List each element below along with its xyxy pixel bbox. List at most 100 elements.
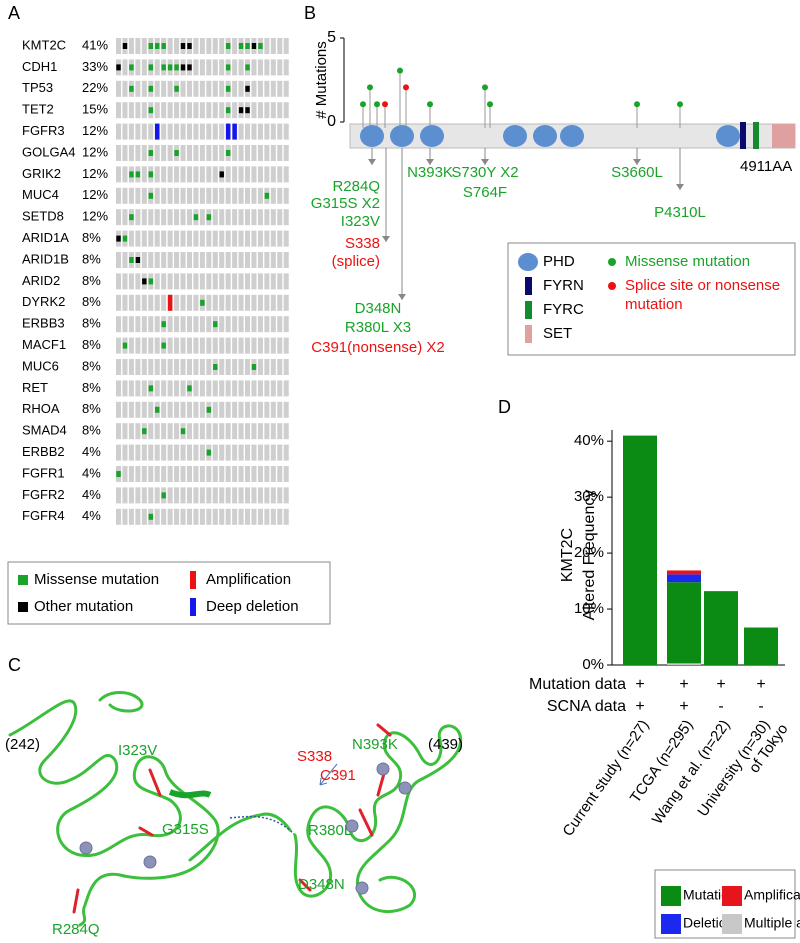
legend-swatch: [18, 575, 28, 585]
sample-cell: [283, 401, 289, 418]
arrow-head: [382, 236, 390, 242]
sample-cell: [270, 444, 276, 461]
phd-domain: [360, 125, 384, 147]
sample-cell: [199, 466, 205, 482]
sample-cell: [212, 508, 218, 525]
sample-cell: [154, 294, 160, 311]
sample-cell: [148, 423, 154, 440]
legend-label: SET: [543, 325, 572, 342]
sample-cell: [206, 380, 212, 397]
y-tick-label: 0: [327, 113, 336, 130]
sample-cell: [167, 187, 173, 204]
sample-cell: [277, 123, 283, 140]
sample-cell: [199, 209, 205, 226]
alteration: [206, 406, 212, 413]
sample-cell: [257, 380, 263, 397]
gene-percent: 12%: [82, 209, 108, 224]
sample-cell: [180, 273, 186, 290]
residue-label: R380L: [308, 822, 352, 839]
alteration: [161, 43, 166, 49]
sample-cell: [206, 80, 212, 97]
sample-cell: [277, 80, 283, 97]
gene-percent: 8%: [82, 273, 101, 288]
gene-percent: 8%: [82, 380, 101, 395]
sample-cell: [232, 252, 238, 268]
sample-cell: [257, 273, 263, 290]
sample-cell: [206, 316, 212, 333]
sample-cell: [141, 38, 147, 54]
sample-cell: [277, 273, 283, 290]
sample-cell: [161, 273, 167, 290]
sample-cell: [122, 273, 128, 290]
lollipop-head: [487, 101, 493, 108]
sample-cell: [135, 80, 141, 97]
gene-name: RET: [22, 380, 48, 395]
sample-cell: [154, 273, 160, 290]
sample-cell: [257, 294, 263, 311]
sample-cell: [199, 444, 205, 461]
sample-cell: [128, 123, 134, 140]
sample-cell: [212, 487, 218, 504]
alteration: [161, 342, 166, 349]
sample-cell: [122, 444, 128, 461]
sample-cell: [238, 252, 244, 268]
sample-cell: [141, 337, 147, 354]
alteration: [148, 171, 153, 178]
legend-swatch: [18, 602, 28, 612]
legend-label: FYRC: [543, 301, 584, 318]
mutation-label: C391(nonsense) X2: [311, 339, 444, 356]
sample-cell: [270, 230, 276, 247]
gene-name: SETD8: [22, 209, 64, 224]
sample-cell: [128, 273, 134, 290]
sample-cell: [277, 294, 283, 311]
sample-cell: [219, 487, 225, 504]
sample-cell: [264, 380, 270, 397]
legend-swatch: [722, 886, 742, 906]
legend-label: mutation: [625, 296, 683, 313]
sample-cell: [135, 230, 141, 247]
sample-cell: [225, 316, 231, 333]
alteration: [135, 171, 141, 178]
sample-cell: [141, 359, 147, 375]
sample-cell: [264, 487, 270, 504]
sample-cell: [141, 508, 147, 525]
sample-cell: [193, 380, 199, 397]
sample-cell: [225, 359, 231, 375]
sample-cell: [270, 294, 276, 311]
sample-cell: [116, 187, 122, 204]
alteration: [148, 513, 153, 520]
alteration: [142, 278, 147, 285]
sample-cell: [264, 102, 270, 119]
alteration: [225, 150, 231, 156]
sample-cell: [174, 187, 180, 204]
legend-box: [654, 869, 796, 939]
alteration: [174, 64, 179, 71]
bar-segment: [744, 627, 778, 665]
sample-cell: [232, 209, 238, 226]
sample-cell: [193, 80, 199, 97]
sample-cell: [219, 273, 225, 290]
phd-domain: [420, 125, 444, 147]
residue-label: S338: [297, 748, 332, 765]
sample-cell: [141, 252, 147, 268]
sample-cell: [277, 423, 283, 440]
mutation-label: S764F: [463, 184, 507, 201]
sample-cell: [161, 80, 167, 97]
sample-cell: [264, 273, 270, 290]
sample-cell: [193, 273, 199, 290]
gene-percent: 8%: [82, 337, 101, 352]
sample-cell: [232, 423, 238, 440]
legend-swatch: [518, 253, 538, 271]
sample-cell: [174, 102, 180, 119]
sample-cell: [212, 230, 218, 247]
gene-percent: 8%: [82, 358, 101, 373]
sample-cell: [206, 508, 212, 525]
alteration: [225, 107, 231, 114]
sample-cell: [167, 166, 173, 183]
sample-cell: [148, 337, 154, 354]
sample-cell: [116, 487, 122, 504]
fold: [293, 724, 463, 914]
sample-cell: [212, 466, 218, 482]
sample-cell: [257, 466, 263, 482]
sample-cell: [174, 444, 180, 461]
